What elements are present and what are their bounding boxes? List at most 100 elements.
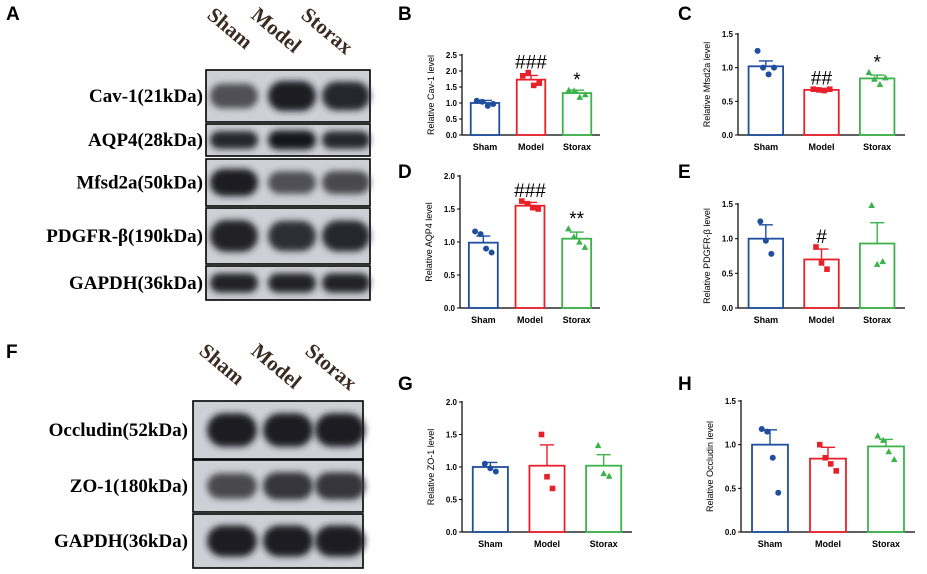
blot-label: GAPDH(36kDa) — [69, 273, 203, 294]
chart-d: D 0.0 0.5 1.0 1.5 2.0 Relative AQP4 level Sham M… — [398, 162, 600, 325]
data-point — [757, 218, 764, 225]
chart-h: H 0.0 0.5 1.0 1.5 Relative Occludin level Sham… — [678, 374, 915, 549]
data-point — [879, 436, 887, 443]
data-point — [473, 97, 480, 104]
blot-band — [210, 168, 258, 197]
y-tick-label: 0.5 — [722, 97, 734, 106]
bar-model — [803, 258, 840, 309]
blot-label: Mfsd2a(50kDa) — [76, 173, 203, 194]
data-point — [873, 260, 881, 267]
y-axis-label: Relative PDGFR-β level — [702, 208, 712, 304]
chart-b: B 0.0 0.5 1.0 1.5 2.0 2.5 Relative Cav-1 level S… — [398, 4, 600, 152]
category-label: Storax — [872, 539, 900, 549]
data-point — [600, 470, 607, 477]
blot-band — [322, 220, 370, 252]
y-tick-label: 1.5 — [722, 200, 734, 209]
panel-letter: G — [398, 374, 413, 395]
category-label: Sham — [754, 142, 779, 152]
blot-band — [322, 170, 370, 195]
significance-marker: # — [816, 227, 827, 248]
y-tick-label: 1.5 — [446, 431, 458, 440]
blot-label: ZO-1(180kDa) — [70, 476, 188, 497]
blot-label: Occludin(52kDa) — [49, 420, 188, 441]
data-point — [549, 485, 556, 492]
category-label: Sham — [754, 315, 779, 325]
data-point — [768, 250, 775, 257]
y-tick-label: 1.0 — [722, 64, 734, 73]
y-tick-label: 1.0 — [446, 463, 458, 472]
y-tick-label: 2.0 — [444, 172, 456, 181]
blot-label: GAPDH(36kDa) — [54, 531, 188, 552]
panel-letter-f: F — [6, 342, 18, 363]
y-tick-label: 0.5 — [446, 496, 458, 505]
category-label: Sham — [473, 142, 498, 152]
chart-e: E 0.0 0.5 1.0 1.5 Relative PDGFR-β level Sham M… — [678, 162, 905, 325]
blot-row: ZO-1(180kDa) — [70, 459, 365, 513]
data-point — [874, 432, 882, 439]
data-point — [827, 461, 834, 467]
bar-model — [514, 204, 546, 309]
chart-g: G 0.0 0.5 1.0 1.5 2.0 Relative ZO-1 level Sham M… — [398, 374, 632, 549]
data-point — [813, 244, 819, 250]
data-point — [581, 91, 589, 98]
data-point — [769, 454, 776, 461]
y-tick-label: 1.5 — [722, 30, 734, 39]
blot-band — [322, 273, 370, 293]
bar-sham — [747, 237, 784, 309]
data-point — [816, 441, 823, 448]
blot-band — [315, 525, 365, 557]
data-point — [871, 75, 878, 82]
data-point — [581, 243, 589, 250]
blot-band — [315, 472, 365, 500]
category-label: Sham — [478, 539, 503, 549]
data-point — [758, 425, 765, 432]
data-point — [538, 431, 545, 438]
y-axis-label: Relative ZO-1 level — [426, 429, 436, 506]
data-point — [518, 198, 525, 204]
category-label: Storax — [863, 315, 891, 325]
y-tick-label: 1.0 — [446, 99, 458, 108]
data-point — [524, 200, 531, 207]
lane-label-sham: Sham — [203, 2, 258, 54]
blot-band — [322, 81, 370, 111]
data-point — [754, 47, 761, 54]
lane-label-model: Model — [247, 338, 306, 393]
blot-band — [263, 525, 313, 557]
bar-sham — [747, 65, 784, 136]
significance-marker: * — [573, 70, 581, 91]
blot-row: GAPDH(36kDa) — [54, 513, 365, 569]
y-tick-label: 0.0 — [722, 304, 734, 313]
y-tick-label: 2.0 — [446, 398, 458, 407]
y-tick-label: 0.0 — [725, 528, 737, 537]
y-tick-label: 2.5 — [446, 51, 458, 60]
category-label: Model — [815, 539, 841, 549]
significance-marker: ### — [515, 53, 547, 74]
bar-charts: B 0.0 0.5 1.0 1.5 2.0 2.5 Relative Cav-1 level S… — [398, 4, 915, 549]
blot-row: GAPDH(36kDa) — [69, 265, 371, 301]
y-tick-label: 0.0 — [446, 131, 458, 140]
data-point — [570, 233, 578, 240]
y-axis-label: Relative Occludin level — [705, 421, 715, 512]
significance-marker: ### — [514, 181, 546, 202]
y-axis-label: Relative AQP4 level — [424, 202, 434, 282]
blot-band — [210, 131, 258, 149]
data-point — [565, 86, 573, 93]
data-point — [544, 473, 550, 480]
blot-band — [268, 130, 316, 150]
data-point — [879, 258, 886, 265]
category-label: Storax — [863, 142, 891, 152]
data-point — [826, 86, 833, 93]
chart-c: C 0.0 0.5 1.0 1.5 Relative Mfsd2a level Sham Mo… — [678, 4, 905, 152]
y-tick-label: 1.0 — [444, 238, 456, 247]
panel-letter: H — [678, 374, 692, 395]
panel-letter: D — [398, 162, 412, 183]
data-point — [481, 460, 488, 467]
data-point — [576, 238, 583, 245]
blot-band — [268, 220, 316, 252]
data-point — [472, 228, 479, 235]
data-point — [484, 102, 491, 109]
blot-band — [210, 220, 258, 252]
